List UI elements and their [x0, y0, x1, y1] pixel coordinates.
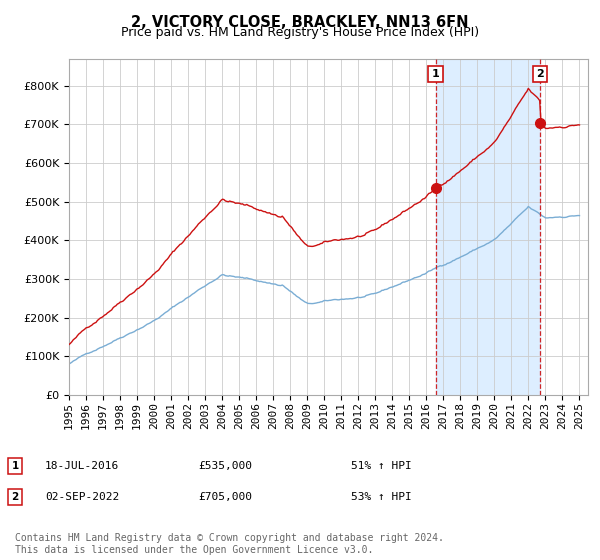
- Text: 53% ↑ HPI: 53% ↑ HPI: [351, 492, 412, 502]
- Text: 2: 2: [536, 69, 544, 79]
- Text: 51% ↑ HPI: 51% ↑ HPI: [351, 461, 412, 471]
- Text: 1: 1: [431, 69, 439, 79]
- Text: £535,000: £535,000: [198, 461, 252, 471]
- Text: Price paid vs. HM Land Registry's House Price Index (HPI): Price paid vs. HM Land Registry's House …: [121, 26, 479, 39]
- Text: 2, VICTORY CLOSE, BRACKLEY, NN13 6FN: 2, VICTORY CLOSE, BRACKLEY, NN13 6FN: [131, 15, 469, 30]
- Text: 1: 1: [11, 461, 19, 471]
- Text: Contains HM Land Registry data © Crown copyright and database right 2024.
This d: Contains HM Land Registry data © Crown c…: [15, 533, 444, 555]
- Text: £705,000: £705,000: [198, 492, 252, 502]
- Text: 02-SEP-2022: 02-SEP-2022: [45, 492, 119, 502]
- Text: 18-JUL-2016: 18-JUL-2016: [45, 461, 119, 471]
- Text: 2: 2: [11, 492, 19, 502]
